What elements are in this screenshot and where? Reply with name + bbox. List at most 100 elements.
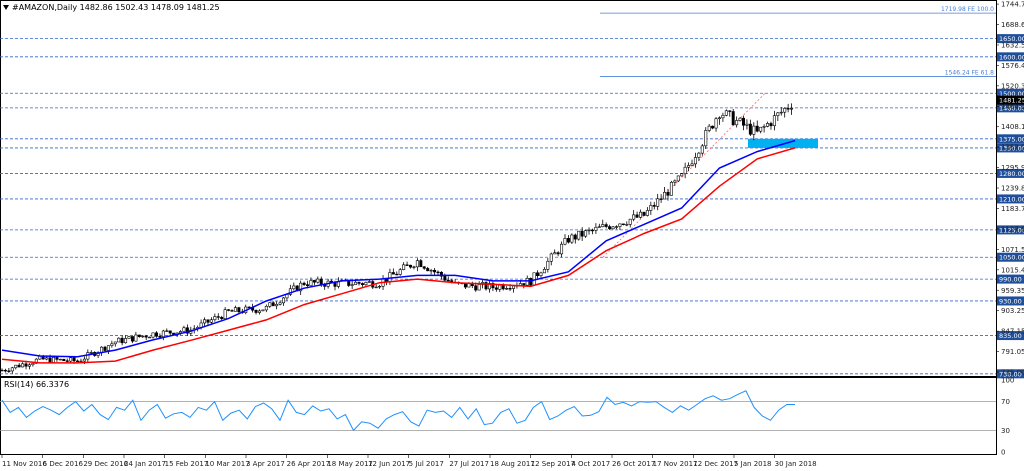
x-tick-label: 5 Jan 2018	[734, 460, 772, 468]
candle-body	[360, 283, 364, 286]
candle-body	[3, 369, 7, 372]
candle-body	[254, 309, 258, 313]
candle-body	[532, 272, 536, 286]
candle-body	[522, 283, 526, 286]
price-label: 1125.00	[999, 226, 1024, 234]
x-tick-label: 12 Sep 2017	[531, 460, 575, 468]
candle-body	[752, 125, 756, 135]
price-label-box	[997, 296, 1024, 306]
candle-body	[704, 130, 708, 147]
candle-body	[735, 120, 739, 126]
candle-body	[508, 288, 512, 290]
candle-body	[412, 266, 416, 268]
x-tick-label: 5 Jul 2017	[409, 460, 444, 468]
candle-body	[601, 224, 605, 228]
candle-body	[58, 358, 62, 361]
candle-body	[474, 285, 478, 291]
candle-body	[24, 363, 28, 367]
candle-body	[618, 223, 622, 227]
candle-body	[786, 108, 790, 110]
candle-body	[779, 111, 783, 114]
candle-body	[264, 306, 268, 311]
candle-body	[350, 284, 354, 286]
price-label: 1500.00	[999, 90, 1024, 98]
candle-body	[717, 117, 721, 120]
candle-body	[120, 337, 124, 344]
candle-body	[666, 191, 670, 196]
rsi-label: RSI(14) 66.3376	[4, 380, 69, 389]
y-tick-label: 1183.75	[1001, 205, 1024, 213]
candle-body	[206, 319, 210, 323]
candle-body	[103, 346, 107, 351]
candle-body	[45, 357, 49, 360]
candle-body	[113, 341, 117, 345]
candle-body	[86, 352, 90, 360]
candle-body	[161, 330, 165, 337]
candle-body	[429, 269, 433, 272]
main-plot-area[interactable]	[0, 0, 997, 377]
candle-body	[203, 319, 207, 324]
y-tick-label: 1744.75	[1001, 1, 1024, 9]
candle-body	[494, 287, 498, 290]
candle-body	[673, 180, 677, 183]
x-tick-label: 30 Jan 2018	[775, 460, 817, 468]
current-price-box	[997, 95, 1024, 105]
candle-body	[10, 367, 14, 372]
moving-average-slow-line	[1, 147, 796, 364]
candle-body	[676, 175, 680, 182]
candle-body	[742, 117, 746, 126]
candle-body	[415, 260, 419, 268]
candle-body	[302, 282, 306, 285]
candle-body	[398, 269, 402, 275]
price-label-box	[997, 225, 1024, 235]
candle-body	[62, 358, 66, 362]
current-price-label: 1481.25	[999, 97, 1024, 105]
candle-body	[580, 230, 584, 237]
candle-body	[127, 336, 131, 339]
candle-body	[0, 369, 4, 372]
candle-body	[354, 281, 358, 285]
candle-body	[656, 198, 660, 207]
candle-body	[237, 307, 241, 313]
candle-body	[312, 280, 316, 283]
candle-body	[755, 125, 759, 132]
candle-body	[151, 332, 155, 338]
candle-body	[433, 269, 437, 273]
y-tick-label: 1632.55	[1001, 41, 1024, 49]
candle-body	[395, 273, 399, 276]
candle-body	[110, 343, 114, 346]
rsi-y-tick-label: 70	[1001, 398, 1010, 406]
rsi-y-tick-label: 0	[1001, 449, 1005, 457]
candle-body	[745, 123, 749, 126]
candle-body	[14, 364, 18, 369]
price-label: 1280.00	[999, 170, 1024, 178]
candle-body	[76, 360, 80, 363]
y-tick-label: 1071.55	[1001, 246, 1024, 254]
candle-body	[525, 278, 529, 286]
candle-body	[687, 165, 691, 168]
y-tick-label: 1127.65	[1001, 225, 1024, 233]
candle-body	[632, 214, 636, 220]
x-tick-label: 26 Oct 2017	[612, 460, 655, 468]
candle-body	[426, 268, 430, 272]
candle-body	[762, 126, 766, 128]
candle-body	[89, 352, 93, 354]
candle-body	[79, 360, 83, 363]
price-label-box	[997, 52, 1024, 62]
candle-body	[316, 278, 320, 283]
y-tick-label: 903.25	[1001, 307, 1024, 315]
chart-header: #AMAZON,Daily 1482.86 1502.43 1478.09 14…	[3, 3, 220, 389]
candle-body	[570, 234, 574, 243]
candle-body	[82, 358, 86, 362]
candle-body	[769, 123, 773, 127]
candle-body	[549, 253, 553, 262]
candle-body	[635, 214, 639, 218]
x-tick-label: 27 Jul 2017	[449, 460, 489, 468]
price-label: 930.00	[999, 297, 1022, 305]
triangle-down-icon[interactable]	[3, 5, 9, 10]
candle-body	[536, 272, 540, 276]
candle-body	[700, 145, 704, 154]
rsi-y-tick-label: 100	[1001, 377, 1014, 385]
price-label-box	[997, 168, 1024, 178]
